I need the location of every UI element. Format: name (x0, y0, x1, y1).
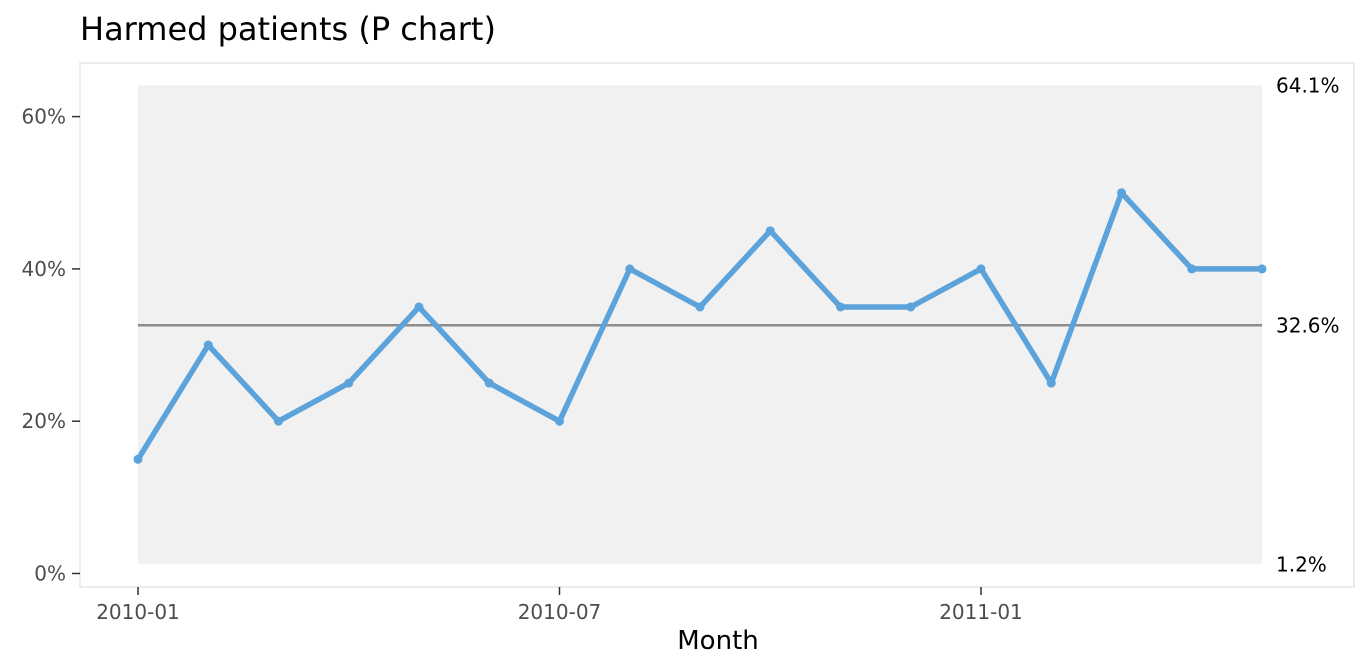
chart-title: Harmed patients (P chart) (80, 10, 496, 48)
center-line-label: 32.6% (1276, 313, 1340, 337)
series-layer (133, 188, 1267, 464)
x-axis: 2010-01 2010-07 2011-01 (96, 587, 1023, 624)
data-point (203, 340, 213, 350)
y-tick-label: 60% (22, 105, 66, 129)
data-point (1046, 378, 1056, 388)
lower-limit-label: 1.2% (1276, 552, 1327, 576)
data-point (414, 302, 424, 312)
y-tick-label: 20% (22, 409, 66, 433)
data-point (625, 264, 635, 274)
data-point (484, 378, 494, 388)
data-point (695, 302, 705, 312)
data-point (1257, 264, 1267, 274)
data-point (976, 264, 986, 274)
data-point (1187, 264, 1197, 274)
x-tick-label: 2010-07 (518, 600, 602, 624)
data-point (765, 226, 775, 236)
x-tick-label: 2010-01 (96, 600, 180, 624)
upper-limit-label: 64.1% (1276, 73, 1340, 97)
data-point (133, 454, 143, 464)
y-axis: 0% 20% 40% 60% (22, 105, 80, 586)
data-point (906, 302, 916, 312)
data-point (836, 302, 845, 312)
x-tick-label: 2011-01 (939, 600, 1023, 624)
y-tick-label: 0% (34, 562, 66, 586)
data-point (1117, 188, 1126, 198)
y-tick-label: 40% (22, 257, 66, 281)
x-axis-title: Month (677, 626, 759, 656)
data-point (344, 378, 354, 388)
data-point (555, 416, 564, 426)
data-point (274, 416, 283, 426)
